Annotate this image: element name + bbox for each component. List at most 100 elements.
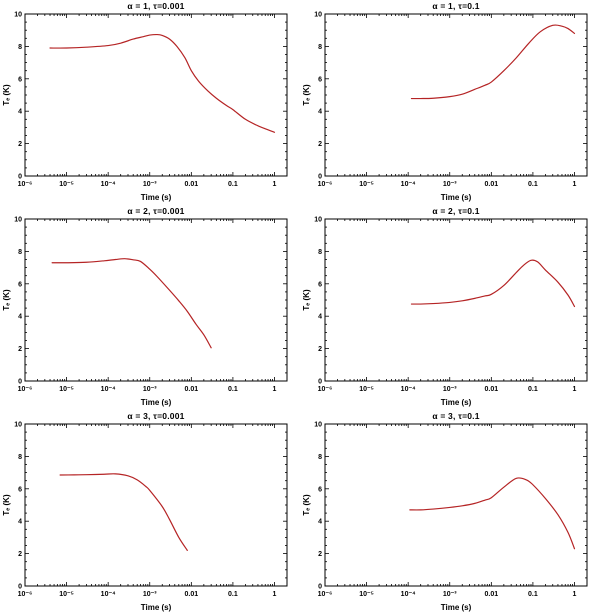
- y-tick-label: 6: [18, 76, 22, 83]
- x-tick-label: 10⁻⁵: [59, 591, 74, 598]
- x-tick-label: 10⁻⁴: [101, 181, 116, 188]
- y-tick-label: 4: [18, 519, 22, 526]
- x-tick-label: 1: [273, 386, 277, 393]
- x-tick-label: 0.01: [485, 181, 499, 188]
- x-tick-label: 10⁻⁶: [318, 181, 333, 188]
- y-tick-label: 10: [14, 422, 22, 429]
- x-tick-label: 0.01: [185, 386, 199, 393]
- x-tick-label: 0.1: [528, 386, 538, 393]
- x-tick-label: 0.1: [228, 386, 238, 393]
- x-tick-label: 0.1: [528, 591, 538, 598]
- y-tick-label: 0: [318, 174, 322, 181]
- y-tick-label: 0: [318, 584, 322, 591]
- x-tick-label: 10⁻⁶: [18, 386, 33, 393]
- y-tick-label: 8: [18, 44, 22, 51]
- plot-frame: [24, 13, 288, 177]
- y-tick-label: 2: [18, 141, 22, 148]
- plot-title: α = 3, τ=0.1: [432, 411, 480, 421]
- y-axis-label: Tₑ (K): [2, 289, 11, 311]
- axes: [24, 13, 287, 177]
- plot-frame: [324, 423, 588, 587]
- y-tick-label: 8: [318, 249, 322, 256]
- y-tick-label: 0: [318, 379, 322, 386]
- plot-frame: [24, 218, 288, 382]
- y-tick-label: 10: [314, 12, 322, 19]
- axes: [324, 423, 587, 587]
- x-tick-label: 10⁻⁴: [101, 386, 116, 393]
- panel-alpha2-tau01: α = 2, τ=0.1 10⁻⁶ 10⁻⁵ 10⁻⁴ 10⁻³ 0.01 0.1 1 0 2 4…: [300, 205, 600, 410]
- plot-title: α = 1, τ=0.001: [127, 1, 185, 11]
- y-tick-label: 4: [18, 109, 22, 116]
- plot-frame: [324, 13, 588, 177]
- x-tick-label: 1: [573, 386, 577, 393]
- x-axis-label: Time (s): [141, 193, 172, 202]
- x-tick-label: 10⁻⁴: [401, 386, 416, 393]
- y-tick-label: 6: [18, 281, 22, 288]
- y-axis-label: Tₑ (K): [2, 494, 11, 516]
- plot-frame: [24, 423, 288, 587]
- x-tick-label: 10⁻³: [143, 181, 157, 188]
- x-tick-label: 10⁻⁵: [359, 591, 374, 598]
- axes: [24, 423, 287, 587]
- x-tick-label: 10⁻⁵: [59, 181, 74, 188]
- x-tick-label: 0.01: [185, 181, 199, 188]
- x-tick-label: 10⁻⁶: [318, 386, 333, 393]
- y-tick-label: 10: [14, 12, 22, 19]
- panel-alpha3-tau01: α = 3, τ=0.1 10⁻⁶ 10⁻⁵ 10⁻⁴ 10⁻³ 0.01 0.1 1 0 2 4…: [300, 410, 600, 615]
- x-tick-label: 1: [573, 591, 577, 598]
- x-tick-label: 10⁻⁴: [401, 181, 416, 188]
- x-tick-label: 10⁻³: [443, 386, 457, 393]
- x-tick-label: 0.01: [485, 591, 499, 598]
- y-tick-label: 2: [318, 346, 322, 353]
- x-tick-label: 10⁻⁵: [359, 181, 374, 188]
- temperature-curve: [59, 473, 188, 551]
- x-tick-label: 0.01: [485, 386, 499, 393]
- plot-title: α = 2, τ=0.001: [127, 206, 185, 216]
- x-tick-label: 1: [573, 181, 577, 188]
- plot-title: α = 2, τ=0.1: [432, 206, 480, 216]
- y-tick-label: 4: [18, 314, 22, 321]
- y-tick-label: 6: [318, 76, 322, 83]
- panel-alpha2-tau0001: α = 2, τ=0.001 10⁻⁶ 10⁻⁵ 10⁻⁴ 10⁻³ 0.01 0.1 1 0…: [0, 205, 300, 410]
- x-axis-label: Time (s): [441, 398, 472, 407]
- x-axis-label: Time (s): [141, 398, 172, 407]
- y-tick-label: 8: [318, 454, 322, 461]
- y-tick-label: 2: [18, 346, 22, 353]
- y-tick-label: 4: [318, 519, 322, 526]
- x-axis-label: Time (s): [141, 603, 172, 612]
- panel-alpha1-tau01: α = 1, τ=0.1 10⁻⁶ 10⁻⁵ 10⁻⁴ 10⁻³ 0.01 0.1 1 0 2 4…: [300, 0, 600, 205]
- y-tick-label: 8: [18, 454, 22, 461]
- y-tick-label: 8: [18, 249, 22, 256]
- x-tick-label: 1: [273, 181, 277, 188]
- x-tick-label: 10⁻⁵: [59, 386, 74, 393]
- y-tick-label: 0: [18, 174, 22, 181]
- axes: [324, 218, 587, 382]
- x-tick-label: 0.1: [528, 181, 538, 188]
- x-tick-label: 10⁻⁵: [359, 386, 374, 393]
- y-tick-label: 4: [318, 109, 322, 116]
- y-tick-label: 2: [318, 551, 322, 558]
- plot-title: α = 1, τ=0.1: [432, 1, 480, 11]
- temperature-curve: [49, 33, 276, 133]
- y-axis-label: Tₑ (K): [2, 84, 11, 106]
- y-axis-label: Tₑ (K): [302, 494, 311, 516]
- y-tick-label: 2: [18, 551, 22, 558]
- temperature-curve: [409, 477, 576, 550]
- x-tick-label: 10⁻³: [443, 181, 457, 188]
- x-tick-label: 10⁻³: [143, 591, 157, 598]
- y-tick-label: 4: [318, 314, 322, 321]
- x-tick-label: 0.01: [185, 591, 199, 598]
- y-tick-label: 10: [314, 422, 322, 429]
- x-axis-label: Time (s): [441, 603, 472, 612]
- x-tick-label: 10⁻³: [143, 386, 157, 393]
- axes: [324, 13, 587, 177]
- x-tick-label: 10⁻⁶: [318, 591, 333, 598]
- plot-frame: [324, 218, 588, 382]
- panel-alpha3-tau0001: α = 3, τ=0.001 10⁻⁶ 10⁻⁵ 10⁻⁴ 10⁻³ 0.01 0.1 1 0…: [0, 410, 300, 615]
- temperature-curve: [51, 258, 212, 349]
- y-tick-label: 6: [318, 486, 322, 493]
